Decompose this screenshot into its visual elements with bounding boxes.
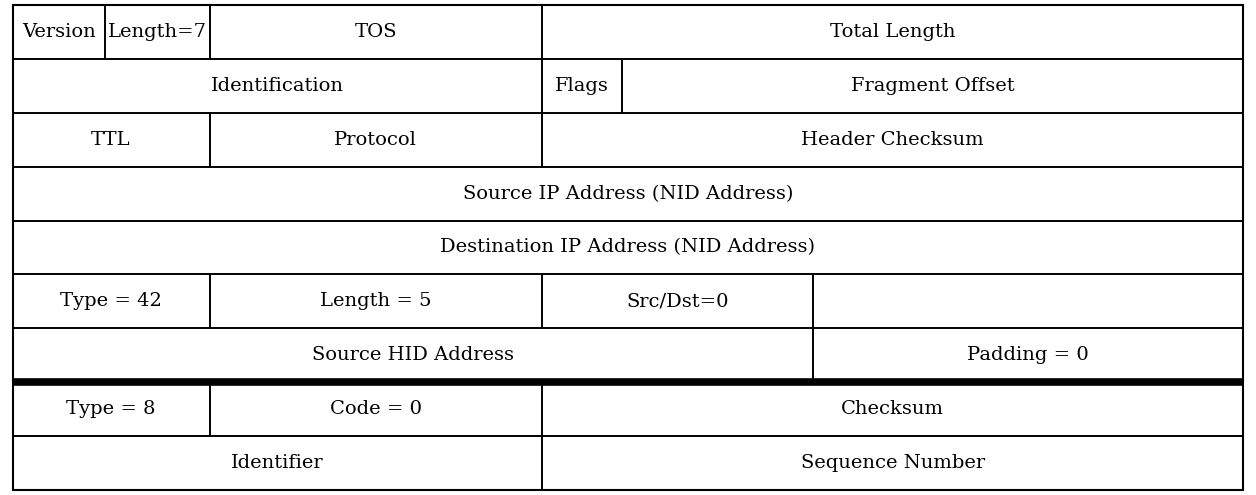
Bar: [13, 167, 1243, 221]
Bar: [104, 5, 210, 59]
Bar: [210, 382, 541, 436]
Bar: [541, 274, 813, 328]
Text: TTL: TTL: [92, 131, 131, 148]
Bar: [13, 5, 104, 59]
Bar: [13, 59, 541, 113]
Bar: [541, 5, 1243, 59]
Bar: [13, 436, 541, 490]
Text: Total Length: Total Length: [830, 23, 956, 41]
Text: Protocol: Protocol: [334, 131, 417, 148]
Text: Checksum: Checksum: [842, 400, 945, 418]
Bar: [541, 436, 1243, 490]
Text: Type = 8: Type = 8: [67, 400, 156, 418]
Text: Source IP Address (NID Address): Source IP Address (NID Address): [462, 185, 794, 202]
Text: Destination IP Address (NID Address): Destination IP Address (NID Address): [441, 239, 815, 256]
Text: Padding = 0: Padding = 0: [967, 346, 1089, 364]
Text: Code = 0: Code = 0: [329, 400, 422, 418]
Bar: [13, 328, 813, 382]
Bar: [541, 382, 1243, 436]
Bar: [210, 5, 541, 59]
Text: Sequence Number: Sequence Number: [800, 454, 985, 472]
Bar: [813, 328, 1243, 382]
Text: Source HID Address: Source HID Address: [311, 346, 514, 364]
Text: Src/Dst=0: Src/Dst=0: [625, 293, 728, 310]
Bar: [210, 113, 541, 167]
Bar: [541, 59, 622, 113]
Bar: [13, 382, 210, 436]
Text: Type = 42: Type = 42: [60, 293, 162, 310]
Bar: [622, 59, 1243, 113]
Bar: [541, 113, 1243, 167]
Text: Fragment Offset: Fragment Offset: [850, 77, 1015, 95]
Bar: [13, 113, 210, 167]
Text: Identifier: Identifier: [231, 454, 324, 472]
Bar: [13, 221, 1243, 274]
Text: TOS: TOS: [354, 23, 397, 41]
Bar: [210, 274, 541, 328]
Text: Flags: Flags: [555, 77, 609, 95]
Text: Identification: Identification: [211, 77, 344, 95]
Bar: [13, 274, 210, 328]
Text: Length = 5: Length = 5: [320, 293, 431, 310]
Text: Length=7: Length=7: [108, 23, 207, 41]
Text: Version: Version: [21, 23, 95, 41]
Text: Header Checksum: Header Checksum: [801, 131, 983, 148]
Bar: [813, 274, 1243, 328]
